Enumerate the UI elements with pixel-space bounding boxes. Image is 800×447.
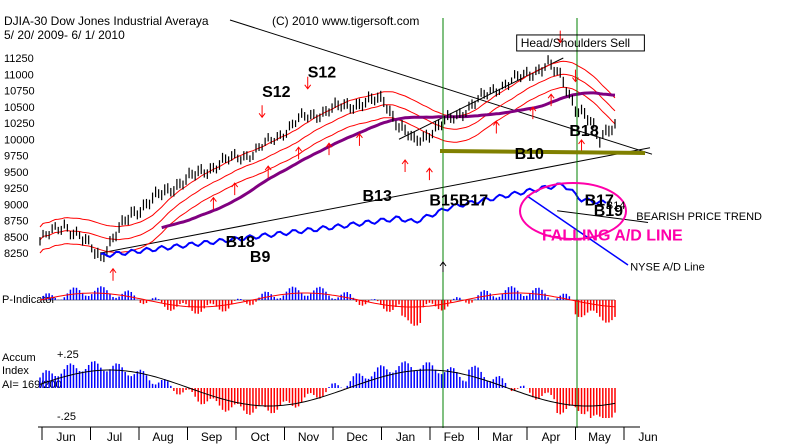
sell-signal-arrow xyxy=(556,30,564,44)
signal-label: B17 xyxy=(585,193,614,210)
head-shoulders-label: Head/Shoulders Sell xyxy=(521,36,630,50)
month-label: Nov xyxy=(298,430,319,444)
p-indicator-panel xyxy=(39,286,616,326)
signal-label: FALLING A/D LINE xyxy=(542,228,683,245)
month-axis: Jun Jul Aug Sep Oct Nov Dec Jan Feb Mar Apr May Jun xyxy=(38,426,658,444)
y-tick-label: 10750 xyxy=(4,86,35,98)
month-label: Jun xyxy=(56,430,75,444)
sell-signal-arrow xyxy=(304,76,312,90)
signal-label: B9 xyxy=(250,249,271,266)
y-tick-label: 10500 xyxy=(4,102,35,114)
month-label: Aug xyxy=(152,430,173,444)
buy-signal-arrow xyxy=(264,165,272,179)
sell-signal-arrow xyxy=(258,105,266,119)
support-line xyxy=(439,149,646,155)
signal-label: B18 xyxy=(569,123,598,140)
buy-signal-arrow xyxy=(529,106,537,120)
p-indicator-label: P-Indicator xyxy=(2,294,56,306)
signal-label: BEARISH PRICE TREND xyxy=(636,211,762,223)
y-tick-label: 9750 xyxy=(4,151,28,163)
signal-label: B15B17 xyxy=(429,193,488,210)
y-tick-label: 9250 xyxy=(4,183,28,195)
month-label: May xyxy=(588,430,611,444)
chart-copyright: (C) 2010 www.tigersoft.com xyxy=(272,14,419,28)
month-label: Mar xyxy=(492,430,513,444)
buy-signal-arrow xyxy=(231,182,239,196)
signal-label: B14 xyxy=(606,200,626,212)
annotation-layer: S12 S12 Head/Shoulders Sell B18 B10 B13 B15B17… xyxy=(226,34,762,274)
accum-lower-tick: -.25 xyxy=(57,411,76,423)
signal-label: B19 xyxy=(594,203,623,220)
buy-signal-arrow xyxy=(426,167,433,181)
month-label: Jun xyxy=(638,430,657,444)
y-tick-label: 9500 xyxy=(4,167,28,179)
y-tick-label: 8500 xyxy=(4,232,28,244)
lower-band xyxy=(39,86,616,254)
y-tick-label: 10250 xyxy=(4,118,35,130)
lower-trendline xyxy=(100,147,651,254)
month-label: Sep xyxy=(201,430,223,444)
nyse-ad-line xyxy=(100,182,607,259)
signal-label: S12 xyxy=(308,65,337,82)
price-layer xyxy=(39,19,653,281)
buy-signal-arrow xyxy=(109,267,117,281)
feb-marker-arrow xyxy=(439,261,447,272)
overlay-layer xyxy=(439,18,646,428)
y-tick-label: 8750 xyxy=(4,216,28,228)
head-shoulders-box xyxy=(516,34,645,52)
buy-signal-arrow xyxy=(578,139,585,152)
signal-label: NYSE A/D Line xyxy=(630,262,705,274)
month-label: Jul xyxy=(107,430,122,444)
signal-label: B10 xyxy=(515,146,544,163)
chart-date-range: 5/ 20/ 2009- 6/ 1/ 2010 xyxy=(4,28,125,42)
month-label: Jan xyxy=(396,430,415,444)
month-label: Dec xyxy=(346,430,367,444)
buy-signal-arrow xyxy=(547,93,555,107)
y-tick-label: 10000 xyxy=(4,134,35,146)
descending-trendline xyxy=(229,19,653,155)
chart-title: DJIA-30 Dow Jones Industrial Averaya xyxy=(4,14,209,28)
buy-signal-arrow xyxy=(356,133,363,146)
month-label: Apr xyxy=(542,430,561,444)
accum-index-panel xyxy=(39,361,616,418)
month-label: Oct xyxy=(251,430,270,444)
buy-signal-arrow xyxy=(295,146,302,160)
buy-signal-arrow xyxy=(325,142,333,156)
bearish-trend-line xyxy=(557,210,649,223)
buy-signal-arrow xyxy=(492,120,500,134)
ad-divergence-ellipse xyxy=(519,182,627,240)
moving-average-50 xyxy=(161,91,616,230)
y-tick-label: 11250 xyxy=(4,53,34,65)
y-tick-label: 8250 xyxy=(4,248,28,260)
signal-label: S12 xyxy=(262,84,291,101)
upper-band xyxy=(39,60,616,228)
signal-label: B13 xyxy=(362,188,391,205)
signal-label: B18 xyxy=(226,234,255,251)
index-label: Index xyxy=(2,365,29,377)
y-tick-label: 11000 xyxy=(4,69,34,81)
price-y-axis: 11250 11000 10750 10500 10250 10000 9750 9500 92… xyxy=(4,53,35,260)
accum-index-average xyxy=(39,369,616,407)
moving-average-21 xyxy=(39,73,616,241)
accum-upper-tick: +.25 xyxy=(57,349,79,361)
buy-signal-arrow xyxy=(210,196,217,210)
month-label: Feb xyxy=(444,430,465,444)
buy-signal-arrow xyxy=(401,159,409,172)
p-indicator-average xyxy=(39,292,616,308)
y-tick-label: 9000 xyxy=(4,199,28,211)
accum-label: Accum xyxy=(2,352,36,364)
